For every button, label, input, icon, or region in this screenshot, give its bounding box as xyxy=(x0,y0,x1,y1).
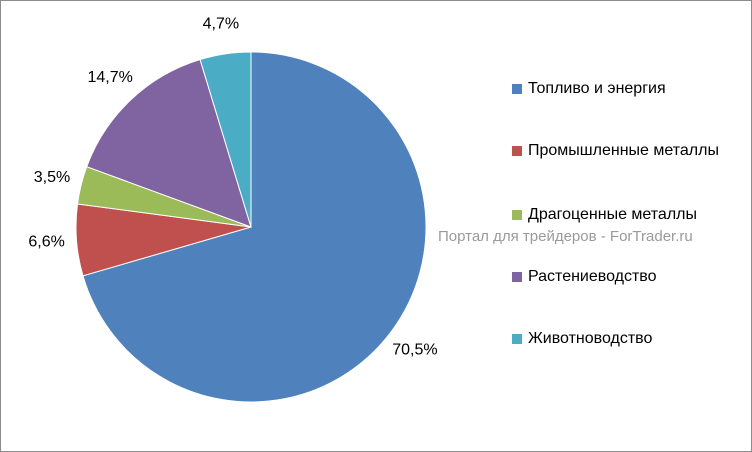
legend-item: Топливо и энергия xyxy=(512,77,734,101)
legend-swatch xyxy=(512,84,522,94)
pie-slice xyxy=(82,51,427,403)
legend-label: Животноводство xyxy=(528,330,653,347)
data-label: 70,5% xyxy=(392,341,437,358)
pie-slice xyxy=(199,51,252,228)
data-label: 4,7% xyxy=(203,15,239,32)
legend-label: Топливо и энергия xyxy=(528,80,666,97)
data-label: 14,7% xyxy=(88,69,133,86)
legend-label: Драгоценные металлы xyxy=(528,206,697,223)
legend-item: Растениеводство xyxy=(512,265,734,289)
legend-swatch xyxy=(512,272,522,282)
legend-item: Промышленные металлы xyxy=(512,139,734,163)
pie-slice xyxy=(86,58,252,228)
legend-label: Растениеводство xyxy=(528,268,657,285)
legend-item: Драгоценные металлы xyxy=(512,203,734,227)
legend-item: Животноводство xyxy=(512,327,734,351)
data-label: 6,6% xyxy=(28,234,64,251)
watermark: Портал для трейдеров - ForTrader.ru xyxy=(438,228,693,245)
legend-swatch xyxy=(512,146,522,156)
data-label: 3,5% xyxy=(34,169,70,186)
legend-swatch xyxy=(512,210,522,220)
legend-swatch xyxy=(512,334,522,344)
legend-label: Промышленные металлы xyxy=(528,142,719,159)
